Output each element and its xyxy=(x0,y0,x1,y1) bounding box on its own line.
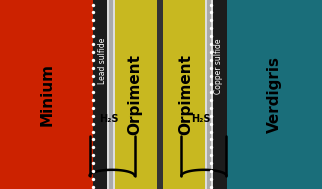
Point xyxy=(91,35,96,38)
Text: H₂S: H₂S xyxy=(99,114,118,124)
Point xyxy=(208,130,213,133)
Point xyxy=(208,3,213,6)
Point xyxy=(91,170,96,173)
Point xyxy=(208,114,213,117)
Point xyxy=(91,186,96,189)
Point xyxy=(208,59,213,62)
Point xyxy=(208,98,213,101)
Point xyxy=(91,138,96,141)
Point xyxy=(91,74,96,77)
Bar xyxy=(109,0,113,189)
Point xyxy=(208,106,213,109)
Text: Verdigris: Verdigris xyxy=(267,56,282,133)
Point xyxy=(91,11,96,14)
Point xyxy=(91,106,96,109)
Point xyxy=(91,114,96,117)
Point xyxy=(91,146,96,149)
Bar xyxy=(111,0,158,189)
Point xyxy=(91,162,96,165)
Bar xyxy=(163,0,209,189)
Point xyxy=(91,130,96,133)
Text: Orpiment: Orpiment xyxy=(127,54,142,135)
Point xyxy=(208,154,213,157)
Point xyxy=(208,82,213,85)
Text: H₂S: H₂S xyxy=(192,114,211,124)
Bar xyxy=(205,0,213,189)
Point xyxy=(208,122,213,125)
Point xyxy=(91,178,96,181)
Point xyxy=(91,51,96,54)
Text: Copper sulfide: Copper sulfide xyxy=(214,38,223,94)
Point xyxy=(91,19,96,22)
Bar xyxy=(207,0,211,189)
Point xyxy=(208,186,213,189)
Point xyxy=(208,51,213,54)
Point xyxy=(91,122,96,125)
Point xyxy=(91,59,96,62)
Bar xyxy=(93,0,111,189)
Point xyxy=(91,82,96,85)
Bar xyxy=(107,0,115,189)
Text: Lead sulfide: Lead sulfide xyxy=(98,37,107,84)
Text: Minium: Minium xyxy=(39,63,54,126)
Bar xyxy=(227,0,322,189)
Point xyxy=(208,138,213,141)
Point xyxy=(91,154,96,157)
Point xyxy=(208,146,213,149)
Point xyxy=(91,98,96,101)
Point xyxy=(91,90,96,93)
Bar xyxy=(157,0,163,189)
Point xyxy=(208,35,213,38)
Point xyxy=(91,27,96,30)
Point xyxy=(91,3,96,6)
Point xyxy=(208,19,213,22)
Text: Orpiment: Orpiment xyxy=(179,54,194,135)
Point xyxy=(208,43,213,46)
Point xyxy=(208,67,213,70)
Point xyxy=(91,43,96,46)
Point xyxy=(208,90,213,93)
Point xyxy=(208,178,213,181)
Bar xyxy=(0,0,93,189)
Point xyxy=(208,170,213,173)
Bar xyxy=(209,0,227,189)
Point xyxy=(208,162,213,165)
Point xyxy=(208,74,213,77)
Point xyxy=(208,11,213,14)
Point xyxy=(208,27,213,30)
Point xyxy=(91,67,96,70)
